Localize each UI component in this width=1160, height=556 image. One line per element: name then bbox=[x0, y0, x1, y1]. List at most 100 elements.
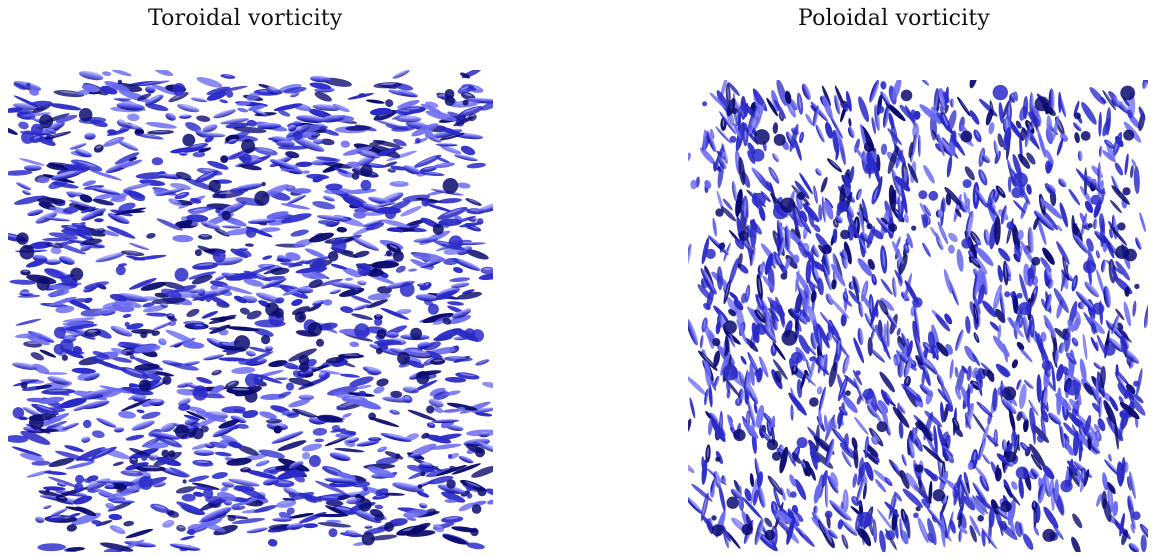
vortex-blob bbox=[351, 172, 360, 180]
vortex-blob bbox=[174, 267, 189, 282]
vortex-filament bbox=[1114, 420, 1119, 450]
vortex-filament bbox=[422, 462, 431, 465]
vortex-filament bbox=[460, 373, 475, 377]
vortex-filament bbox=[412, 252, 445, 263]
vortex-filament bbox=[784, 225, 791, 251]
vortex-filament bbox=[456, 406, 466, 412]
vortex-filament bbox=[110, 347, 127, 355]
vortex-filament bbox=[879, 530, 886, 552]
vortex-filament bbox=[1015, 120, 1022, 129]
vortex-blob bbox=[417, 484, 423, 489]
vortex-filament bbox=[121, 122, 143, 130]
vortex-filament bbox=[178, 219, 193, 229]
vortex-blob bbox=[384, 522, 394, 532]
vortex-filament bbox=[118, 341, 142, 347]
vortex-filament bbox=[1033, 216, 1039, 231]
vortex-filament bbox=[1020, 316, 1022, 325]
vortex-filament bbox=[79, 194, 93, 203]
vortex-filament bbox=[112, 461, 124, 467]
vortex-filament bbox=[876, 508, 894, 532]
vortex-filament bbox=[707, 235, 729, 255]
vortex-filament bbox=[988, 122, 995, 135]
vortex-filament bbox=[107, 212, 130, 224]
vortex-filament bbox=[997, 247, 1011, 262]
vortex-filament bbox=[20, 430, 51, 445]
vortex-filament bbox=[1118, 395, 1124, 405]
vortex-filament bbox=[1111, 185, 1130, 205]
vortex-filament bbox=[892, 80, 902, 101]
vortex-filament bbox=[217, 229, 227, 234]
vortex-filament bbox=[1115, 364, 1119, 377]
vortex-filament bbox=[805, 113, 814, 126]
vortex-filament bbox=[1084, 415, 1092, 436]
vortex-filament bbox=[277, 440, 307, 452]
vortex-filament bbox=[857, 419, 866, 431]
vortex-filament bbox=[980, 150, 984, 163]
vortex-filament bbox=[64, 164, 85, 171]
vortex-filament bbox=[380, 307, 410, 320]
vortex-filament bbox=[119, 367, 149, 379]
vortex-filament bbox=[39, 396, 65, 404]
vortex-filament bbox=[1072, 430, 1080, 457]
vortex-filament bbox=[442, 317, 452, 325]
vortex-filament bbox=[1077, 150, 1083, 162]
vortex-filament bbox=[155, 188, 185, 196]
vortex-filament bbox=[1046, 115, 1053, 139]
vortex-filament bbox=[151, 84, 179, 96]
vortex-filament bbox=[156, 218, 183, 231]
vortex-filament bbox=[1040, 401, 1047, 409]
vortex-filament bbox=[50, 515, 62, 519]
vortex-blob bbox=[876, 421, 888, 433]
vortex-filament bbox=[12, 362, 38, 370]
vortex-filament bbox=[196, 115, 211, 122]
vortex-filament bbox=[852, 473, 858, 488]
vortex-filament bbox=[1036, 127, 1045, 152]
vortex-filament bbox=[262, 276, 286, 281]
vortex-filament bbox=[456, 182, 471, 189]
vortex-filament bbox=[697, 284, 712, 301]
vortex-filament bbox=[856, 527, 867, 540]
vortex-filament bbox=[728, 257, 739, 285]
vortex-filament bbox=[197, 450, 211, 453]
vortex-filament bbox=[711, 130, 714, 137]
vortex-filament bbox=[96, 480, 130, 484]
vortex-filament bbox=[796, 271, 811, 296]
vortex-filament bbox=[1132, 300, 1137, 317]
vortex-filament bbox=[779, 446, 789, 474]
vortex-filament bbox=[459, 401, 491, 414]
vortex-filament bbox=[819, 311, 833, 328]
vortex-filament bbox=[81, 84, 100, 93]
vortex-filament bbox=[59, 91, 79, 94]
vortex-filament bbox=[784, 257, 791, 270]
vortex-filament bbox=[834, 219, 837, 226]
vortex-filament bbox=[354, 384, 372, 390]
vortex-filament bbox=[981, 477, 987, 487]
vortex-filament bbox=[1034, 511, 1036, 523]
vortex-filament bbox=[415, 197, 442, 203]
vortex-filament bbox=[32, 363, 50, 375]
vortex-filament bbox=[982, 300, 997, 318]
vortex-blob bbox=[960, 130, 973, 143]
vortex-filament bbox=[134, 363, 160, 371]
vortex-filament bbox=[727, 81, 740, 96]
vortex-filament bbox=[13, 83, 26, 90]
vortex-blob bbox=[442, 178, 459, 194]
vortex-filament bbox=[808, 355, 816, 384]
vortex-filament bbox=[308, 108, 333, 119]
vortex-blob bbox=[836, 201, 848, 212]
vortex-filament bbox=[347, 491, 365, 495]
vortex-filament bbox=[207, 160, 229, 170]
vortex-filament bbox=[806, 344, 817, 356]
vortex-filament bbox=[988, 507, 995, 528]
vortex-filament bbox=[422, 312, 454, 324]
vortex-filament bbox=[1086, 238, 1094, 252]
vortex-filament bbox=[45, 420, 68, 430]
vortex-filament bbox=[922, 444, 945, 465]
vortex-filament bbox=[1033, 210, 1055, 231]
vortex-filament bbox=[93, 144, 104, 153]
vortex-blob bbox=[444, 89, 455, 99]
vortex-filament bbox=[1056, 387, 1062, 416]
vortex-filament bbox=[899, 104, 916, 122]
vortex-blob bbox=[312, 259, 326, 273]
vortex-filament bbox=[392, 70, 410, 79]
